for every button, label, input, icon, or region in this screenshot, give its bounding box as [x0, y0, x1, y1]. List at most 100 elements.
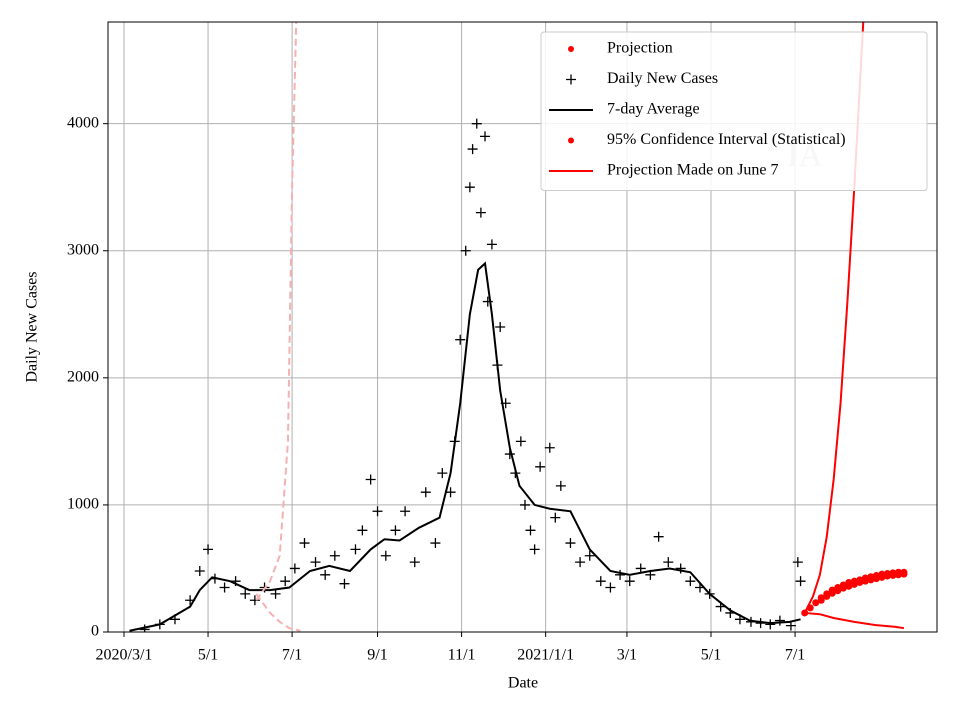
plus-marker	[486, 239, 497, 250]
y-tick-label: 3000	[67, 241, 99, 258]
plus-marker	[310, 557, 321, 568]
plus-marker	[675, 563, 686, 574]
series-line	[255, 593, 301, 632]
legend-label: Projection	[607, 40, 673, 57]
plus-marker	[605, 582, 616, 593]
dot-marker	[900, 570, 908, 578]
plus-marker	[685, 576, 696, 587]
dot-marker	[894, 571, 902, 579]
ticks: 2020/3/1 5/1 7/1 9/1 11/1 2021/1/1 3/1 5/1 7/1 0 1…	[67, 114, 805, 663]
x-tick-label: 5/1	[198, 647, 218, 664]
dot-marker	[828, 589, 836, 597]
plus-marker	[475, 207, 486, 218]
plus-marker	[575, 557, 586, 568]
legend-marker	[568, 46, 574, 52]
dot-marker	[872, 575, 880, 583]
x-axis-label: Date	[508, 675, 538, 692]
dot-marker	[883, 572, 891, 580]
plus-marker	[249, 595, 260, 606]
plus-marker	[525, 525, 536, 536]
plus-marker	[280, 576, 291, 587]
plus-marker	[320, 569, 331, 580]
plus-marker	[299, 538, 310, 549]
plus-marker	[471, 118, 482, 129]
x-tick-label: 2021/1/1	[517, 647, 574, 664]
x-tick-label: 7/1	[282, 647, 302, 664]
plus-marker	[467, 144, 478, 155]
plus-marker	[792, 557, 803, 568]
dot-marker	[817, 596, 825, 604]
dot-marker	[823, 592, 831, 600]
legend: Projection Daily New Cases 7-day Average 95…	[540, 31, 928, 191]
plus-marker	[565, 538, 576, 549]
plus-marker	[663, 557, 674, 568]
y-tick-label: 0	[91, 623, 99, 640]
plus-marker	[455, 334, 466, 345]
x-tick-label: 5/1	[701, 647, 721, 664]
plus-marker	[653, 531, 664, 542]
dot-marker	[889, 571, 897, 579]
plus-marker	[339, 578, 350, 589]
x-tick-label: 2020/3/1	[96, 647, 153, 664]
plus-marker	[194, 566, 205, 576]
legend-label: 95% Confidence Interval (Statistical)	[607, 131, 846, 148]
plus-marker	[535, 461, 546, 472]
plus-marker	[464, 182, 475, 193]
plus-marker	[595, 576, 606, 587]
dot-marker	[839, 584, 847, 592]
x-tick-label: 11/1	[448, 647, 476, 664]
plus-marker	[400, 506, 411, 517]
legend-marker	[566, 74, 576, 85]
plus-marker	[365, 474, 376, 485]
plus-marker	[270, 588, 281, 599]
x-tick-label: 9/1	[367, 647, 387, 664]
plus-marker	[519, 499, 530, 510]
plus-marker	[515, 436, 526, 447]
plus-marker	[615, 569, 626, 580]
dot-marker	[878, 573, 886, 581]
plus-marker	[495, 322, 506, 332]
plus-marker	[289, 563, 300, 574]
plus-marker	[460, 245, 471, 256]
plus-marker	[765, 619, 776, 630]
legend-label: Projection Made on June 7	[607, 162, 779, 179]
y-tick-label: 1000	[67, 496, 99, 513]
x-tick-label: 3/1	[617, 647, 637, 664]
x-tick-label: 7/1	[785, 647, 805, 664]
plus-marker	[390, 525, 401, 536]
series-line	[804, 611, 905, 630]
legend-label: Daily New Cases	[607, 70, 718, 87]
plus-marker	[372, 506, 383, 517]
plus-marker	[624, 576, 635, 587]
plus-marker	[584, 550, 595, 561]
plus-marker	[437, 468, 448, 479]
plus-marker	[420, 487, 431, 498]
dot-marker	[845, 582, 853, 590]
plus-marker	[555, 480, 566, 491]
legend-box	[540, 31, 928, 191]
dot-marker	[850, 580, 858, 588]
plus-marker	[350, 544, 361, 555]
plus-marker	[380, 550, 391, 561]
dot-marker	[834, 587, 842, 595]
plus-marker	[219, 582, 230, 593]
plus-marker	[409, 557, 420, 568]
dot-marker	[867, 576, 875, 584]
plus-marker	[550, 512, 561, 523]
legend-marker	[568, 137, 574, 144]
plus-marker	[774, 615, 785, 626]
plus-marker	[445, 487, 456, 498]
plus-marker	[329, 550, 340, 561]
plus-marker	[240, 588, 251, 599]
dot-marker	[812, 599, 820, 607]
y-tick-label: 2000	[67, 369, 99, 386]
y-axis-label: Daily New Cases	[24, 271, 41, 382]
dot-marker	[861, 577, 869, 585]
plus-marker	[529, 544, 540, 555]
plus-marker	[795, 576, 806, 587]
plus-marker	[203, 544, 214, 555]
plus-marker	[544, 442, 555, 453]
axes-frame	[107, 21, 938, 633]
legend-label: 7-day Average	[607, 101, 700, 118]
